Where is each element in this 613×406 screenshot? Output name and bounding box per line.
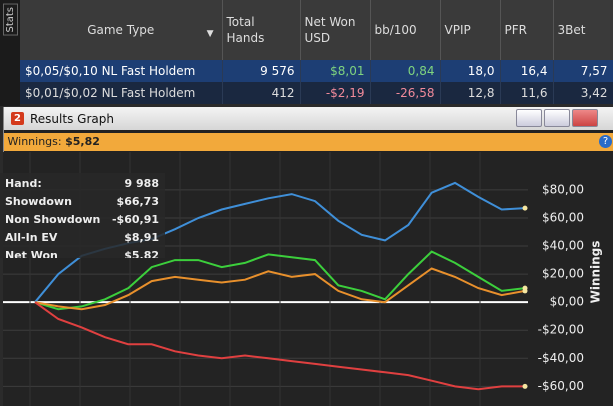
- column-header: PFR: [500, 0, 554, 60]
- header-row: Game Type ▼ Total Hands Net Won USD bb/100 VP…: [20, 0, 613, 60]
- close-button[interactable]: [572, 109, 598, 127]
- stats-table: Game Type ▼ Total Hands Net Won USD bb/100 VP…: [20, 0, 613, 104]
- table-cell: 3,42: [553, 82, 613, 104]
- window-title: Results Graph: [30, 112, 114, 126]
- table-cell: 7,57: [553, 60, 613, 82]
- table-cell: 9 576: [222, 60, 301, 82]
- y-tick-label: $80,00: [542, 182, 584, 196]
- column-header: bb/100: [370, 0, 441, 60]
- y-tick-label: -$60,00: [538, 379, 584, 393]
- y-tick-label: $20,00: [542, 267, 584, 281]
- series-line: [34, 267, 526, 311]
- table-cell: -26,58: [370, 82, 441, 104]
- table-cell: $0,01/$0,02 NL Fast Holdem: [20, 82, 223, 104]
- y-tick-label: $60,00: [542, 210, 584, 224]
- table-cell: 412: [222, 82, 301, 104]
- tooltip-row: Showdown $66,73: [0, 195, 165, 210]
- column-header: Total Hands: [222, 0, 301, 60]
- badge: 2: [11, 112, 24, 125]
- tooltip-value: $8,91: [124, 231, 159, 244]
- tooltip-value: 9 988: [124, 177, 159, 190]
- column-header: Net Won USD: [300, 0, 371, 60]
- tooltip: Hand: 9 988 Showdown $66,73 Non Showdown -$60…: [0, 173, 165, 258]
- tooltip-key: Non Showdown: [5, 213, 101, 226]
- tooltip-value: $66,73: [116, 195, 159, 208]
- tooltip-row: All-In EV $8,91: [0, 231, 165, 246]
- table-row[interactable]: $0,05/$0,10 NL Fast Holdem 9 576 $8,01 0,84…: [20, 60, 613, 82]
- title-bar: 2 Results Graph: [4, 107, 613, 130]
- tooltip-row: Net Won $5,82: [0, 249, 165, 258]
- y-tick-label: $40,00: [542, 239, 584, 253]
- table-cell: -$2,19: [300, 82, 371, 104]
- tooltip-key: Net Won: [5, 249, 58, 258]
- summary-value: $5,82: [65, 135, 100, 148]
- y-axis-label: Winnings: [589, 241, 603, 304]
- table-cell: $0,05/$0,10 NL Fast Holdem: [20, 60, 223, 82]
- end-marker: [522, 288, 528, 294]
- summary-label: Winnings:: [7, 135, 62, 148]
- maximize-button[interactable]: [544, 109, 570, 127]
- tooltip-value: -$60,91: [111, 213, 159, 226]
- table-cell: 16,4: [500, 60, 554, 82]
- summary-bar: Winnings: $5,82 ?: [4, 133, 613, 151]
- help-icon[interactable]: ?: [599, 135, 612, 148]
- table-cell: 12,8: [440, 82, 501, 104]
- end-marker: [522, 383, 528, 389]
- tooltip-row: Non Showdown -$60,91: [0, 213, 165, 228]
- stats-tab[interactable]: Stats: [3, 4, 18, 36]
- end-marker: [522, 205, 528, 211]
- column-header[interactable]: Game Type ▼: [20, 0, 223, 60]
- y-tick-label: -$40,00: [538, 351, 584, 365]
- table-row[interactable]: $0,01/$0,02 NL Fast Holdem 412 -$2,19 -26,5…: [20, 82, 613, 104]
- column-header: VPIP: [440, 0, 501, 60]
- sort-arrow[interactable]: ▼: [206, 29, 214, 39]
- series-line: [34, 250, 526, 311]
- tooltip-key: Hand:: [5, 177, 42, 190]
- y-tick-label: $0,00: [550, 295, 584, 309]
- table-cell: 18,0: [440, 60, 501, 82]
- tooltip-row: Hand: 9 988: [0, 177, 165, 192]
- table-cell: $8,01: [300, 60, 371, 82]
- tooltip-value: $5,82: [124, 249, 159, 258]
- sidebar: Stats: [0, 0, 20, 106]
- y-tick-label: -$20,00: [538, 323, 584, 337]
- tooltip-key: All-In EV: [5, 231, 58, 244]
- table-cell: 0,84: [370, 60, 441, 82]
- minimize-button[interactable]: [516, 109, 542, 127]
- series-line: [34, 301, 525, 391]
- tooltip-key: Showdown: [5, 195, 72, 208]
- table-cell: 11,6: [500, 82, 554, 104]
- column-header: 3Bet: [553, 0, 613, 60]
